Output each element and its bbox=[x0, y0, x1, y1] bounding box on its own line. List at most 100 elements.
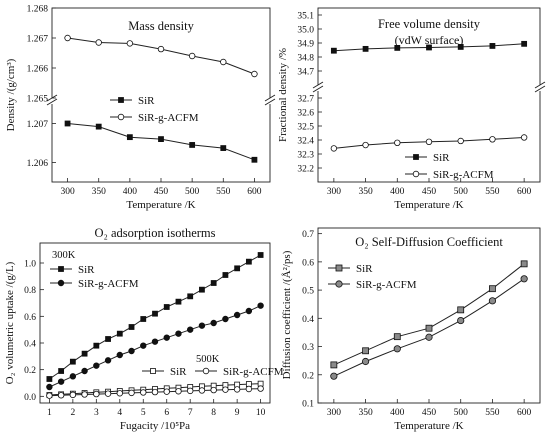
series-0-point bbox=[187, 293, 194, 300]
legend-sir-label: SiR bbox=[356, 263, 373, 275]
series-3-point bbox=[210, 386, 217, 394]
series-3-point bbox=[175, 388, 182, 395]
series-sir-point bbox=[189, 142, 196, 148]
x-tick-label: 400 bbox=[390, 408, 405, 418]
series-sir-g-acfm-point bbox=[520, 275, 528, 283]
x-axis-label: Fugacity /10⁵Pa bbox=[120, 420, 190, 432]
y-tick-label: 0.2 bbox=[24, 366, 36, 376]
series-sir-point bbox=[330, 361, 338, 369]
x-tick-label: 500 bbox=[185, 187, 200, 197]
series-0-point bbox=[81, 350, 88, 357]
series-sir-g-acfm-point bbox=[489, 136, 496, 143]
annotation-500k: 500K bbox=[196, 354, 220, 365]
y-tick-label: 0.4 bbox=[24, 340, 36, 350]
legend-sir-marker bbox=[118, 97, 124, 103]
series-1-point bbox=[151, 338, 159, 345]
legend-sir-g-acfm-marker bbox=[412, 170, 420, 178]
x-tick-label: 500 bbox=[454, 408, 469, 418]
series-3-point bbox=[187, 387, 194, 395]
y-tick-label: 0.6 bbox=[302, 258, 314, 268]
series-sir-g-acfm-point bbox=[251, 70, 258, 78]
series-0-point bbox=[175, 298, 182, 305]
plot-frame bbox=[39, 242, 271, 404]
series-sir-g-acfm-point bbox=[457, 316, 465, 325]
y-tick-label: 0.7 bbox=[302, 230, 314, 240]
series-1-point bbox=[140, 342, 147, 349]
y-tick-label: 1.268 bbox=[27, 5, 49, 15]
y-tick-label: 0.8 bbox=[24, 286, 36, 296]
x-tick-label: 300 bbox=[327, 187, 342, 197]
annotation-300k: 300K bbox=[52, 250, 76, 261]
legend-sir-marker bbox=[335, 264, 343, 272]
y-tick-label: 0.1 bbox=[302, 400, 314, 410]
series-0-point bbox=[116, 330, 123, 337]
series-3-point bbox=[245, 385, 253, 393]
break-gap bbox=[46, 98, 58, 104]
series-0-point bbox=[245, 258, 252, 265]
series-sir-g-acfm-point bbox=[520, 134, 528, 141]
x-tick-label: 5 bbox=[141, 408, 146, 418]
series-1-point bbox=[233, 311, 241, 319]
x-tick-label: 550 bbox=[485, 187, 500, 197]
legend-sir-marker bbox=[413, 154, 419, 160]
x-tick-label: 550 bbox=[216, 187, 231, 197]
x-tick-label: 350 bbox=[92, 187, 107, 197]
series-sir-point bbox=[362, 45, 369, 52]
x-tick-label: 350 bbox=[358, 408, 373, 418]
legend-sir-label: SiR bbox=[138, 95, 155, 107]
series-0-point bbox=[222, 272, 229, 278]
legend-sir-g-acfm-500k-label: SiR-g-ACFM bbox=[223, 366, 284, 378]
legend-sir-g-acfm-500k-marker bbox=[202, 367, 210, 375]
series-sir-g-acfm-point bbox=[64, 34, 71, 42]
x-tick-label: 1 bbox=[47, 408, 52, 418]
y-tick-label: 32.5 bbox=[297, 123, 314, 133]
series-3-point bbox=[222, 386, 229, 393]
series-3-point bbox=[140, 389, 147, 396]
legend-sir-300k-label: SiR bbox=[78, 264, 95, 276]
y-tick-label: 0.4 bbox=[302, 315, 314, 325]
series-0-point bbox=[199, 286, 205, 293]
y-tick-label: 0.5 bbox=[302, 287, 314, 297]
y-tick-label: 34.7 bbox=[297, 68, 314, 78]
series-sir-g-acfm-point bbox=[330, 145, 338, 152]
y-tick-label: 1.0 bbox=[24, 260, 36, 270]
series-sir-point bbox=[220, 145, 227, 151]
series-sir-point bbox=[362, 347, 369, 355]
series-0-point bbox=[140, 316, 147, 322]
chart-title: O₂ Self-Diffusion Coefficient bbox=[355, 235, 503, 249]
legend-sir-g-acfm-marker bbox=[335, 280, 343, 288]
plot-frame bbox=[317, 227, 541, 404]
series-sir-g-acfm-point bbox=[330, 372, 338, 380]
x-tick-label: 450 bbox=[422, 187, 437, 197]
series-1-point bbox=[222, 315, 229, 323]
series-1-point bbox=[187, 326, 194, 333]
x-tick-label: 500 bbox=[454, 187, 469, 197]
y-tick-label: 1.267 bbox=[27, 35, 49, 45]
x-tick-label: 600 bbox=[247, 187, 262, 197]
series-sir-point bbox=[95, 123, 102, 130]
series-3-point bbox=[116, 390, 123, 397]
break-gap bbox=[264, 98, 276, 104]
axis-break bbox=[534, 81, 546, 93]
series-0-point bbox=[163, 304, 170, 310]
legend-sir-g-acfm-marker bbox=[117, 113, 125, 121]
x-tick-label: 400 bbox=[390, 187, 405, 197]
series-sir-point bbox=[64, 120, 71, 127]
legend-sir-g-acfm-label: SiR-g-ACFM bbox=[356, 279, 417, 291]
break-gap bbox=[534, 85, 546, 91]
y-tick-label: 32.7 bbox=[297, 95, 314, 105]
series-sir-g-acfm-point bbox=[457, 137, 464, 145]
legend-sir-g-acfm-label: SiR-g-ACFM bbox=[433, 169, 494, 181]
x-tick-label: 3 bbox=[94, 408, 99, 418]
x-tick-label: 9 bbox=[235, 408, 240, 418]
x-tick-label: 300 bbox=[60, 187, 75, 197]
chart-title: Free volume density bbox=[378, 17, 481, 31]
series-sir-point bbox=[426, 44, 432, 51]
axis-break bbox=[264, 94, 276, 106]
series-3-point bbox=[198, 387, 206, 394]
series-3-point bbox=[46, 392, 53, 399]
y-tick-label: 1.266 bbox=[27, 65, 49, 75]
series-1-point bbox=[57, 378, 65, 385]
legend-sir-g-acfm-label: SiR-g-ACFM bbox=[138, 112, 199, 124]
